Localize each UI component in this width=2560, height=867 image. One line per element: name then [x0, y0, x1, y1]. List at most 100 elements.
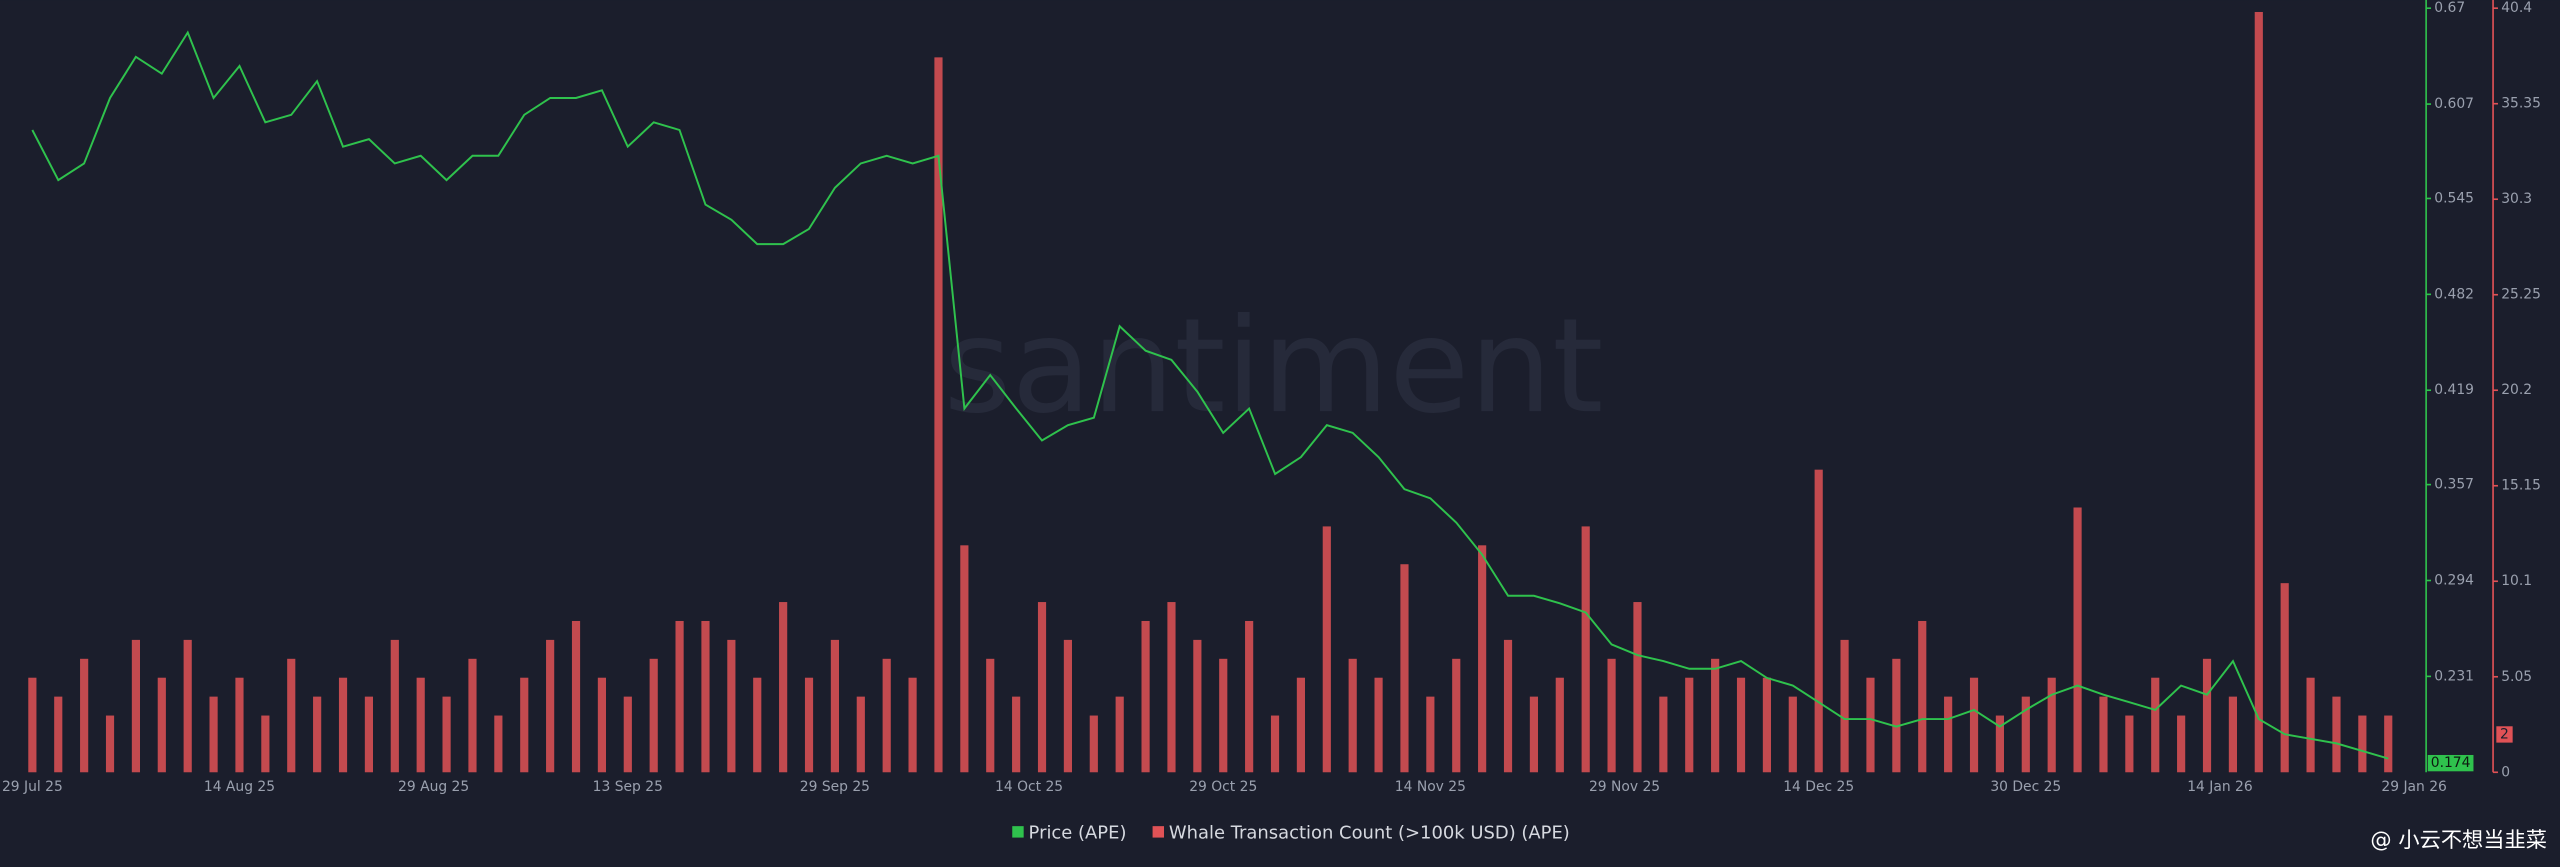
y-tick-label: 0.419	[2434, 382, 2474, 398]
whale-bar	[235, 677, 244, 773]
y-tick-label: 0.357	[2434, 477, 2474, 493]
whale-bar	[1037, 602, 1047, 773]
y-tick-label: 0.545	[2434, 190, 2474, 206]
whale-bar	[1607, 658, 1616, 773]
whale-bar	[54, 696, 63, 773]
whale-bar	[727, 639, 736, 773]
whale-bar	[1840, 639, 1849, 773]
whale-bar	[1892, 658, 1901, 773]
x-tick-label: 14 Jan 26	[2187, 779, 2252, 795]
y-tick-label: 0.607	[2434, 96, 2474, 112]
whale-bar	[468, 658, 477, 773]
whale-bar	[2306, 677, 2315, 773]
whale-bar	[1633, 602, 1642, 773]
whale-bar	[675, 620, 684, 773]
whale-bar	[261, 715, 270, 773]
y2-tick-label: 15.15	[2501, 478, 2541, 494]
whale-bar	[908, 677, 917, 773]
x-tick-label: 29 Aug 25	[398, 779, 469, 795]
x-tick-label: 29 Jul 25	[2, 779, 63, 795]
whale-bar	[753, 677, 762, 773]
whale-bar	[1581, 526, 1590, 773]
whale-bar	[1322, 526, 1331, 773]
whale-bar	[2228, 696, 2237, 773]
y2-tick-label: 20.2	[2501, 382, 2532, 398]
x-tick-label: 29 Oct 25	[1189, 779, 1257, 795]
whale-bar	[2177, 715, 2186, 773]
whale-bar	[1426, 696, 1435, 773]
legend-label: Whale Transaction Count (>100k USD) (APE…	[1169, 823, 1570, 844]
legend: Price (APE) Whale Transaction Count (>100…	[1012, 823, 1570, 844]
whale-bar	[1866, 677, 1875, 773]
whale-bar	[2021, 696, 2030, 773]
whale-bar	[1762, 677, 1771, 773]
whale-bar	[183, 639, 192, 773]
whale-bar	[882, 658, 891, 773]
whale-bar	[131, 639, 140, 773]
whale-bar	[494, 715, 503, 773]
x-tick-label: 13 Sep 25	[593, 779, 663, 795]
whale-bar	[1685, 677, 1694, 773]
whale-bar	[1115, 696, 1124, 773]
price-badge	[2427, 754, 2474, 772]
whale-bar	[287, 658, 296, 773]
whale-bar	[390, 639, 399, 773]
whale-bar	[1503, 639, 1513, 773]
credit: @ 小云不想当韭菜	[2370, 828, 2546, 853]
x-tick-label: 14 Dec 25	[1783, 779, 1854, 795]
whale-bar	[2358, 715, 2367, 773]
whale-bar	[986, 658, 995, 773]
whale-bar	[2151, 677, 2160, 773]
x-tick-label: 29 Sep 25	[800, 779, 870, 795]
whale-bar	[1348, 658, 1357, 773]
y2-tick-label: 25.25	[2501, 287, 2541, 303]
y-tick-label: 0.294	[2434, 572, 2474, 588]
whale-bar	[1918, 620, 1927, 773]
whale-bar	[571, 620, 581, 773]
whale-bar	[1969, 677, 1979, 773]
whale-bar	[364, 696, 373, 773]
whale-bar	[1814, 469, 1823, 773]
whale-bar	[1219, 658, 1228, 773]
legend-label: Price (APE)	[1029, 823, 1127, 844]
whale-bar	[1193, 639, 1202, 773]
whale-bar	[2202, 658, 2212, 773]
whale-bar	[338, 677, 348, 773]
whale-bar	[856, 696, 865, 773]
legend-swatch	[1012, 826, 1024, 838]
price-line	[31, 30, 2389, 760]
x-tick-label: 29 Jan 26	[2381, 779, 2446, 795]
whale-bar	[1711, 658, 1720, 773]
y2-tick-label: 30.3	[2501, 191, 2532, 207]
whale-bar	[2332, 696, 2341, 773]
whale-bar	[2384, 715, 2393, 773]
whale-bar	[597, 677, 606, 773]
whale-bar	[1374, 677, 1383, 773]
whale-bar	[1270, 715, 1280, 773]
y-tick-label: 0.231	[2434, 668, 2474, 684]
x-tick-label: 14 Oct 25	[995, 779, 1063, 795]
whale-bar	[649, 658, 658, 773]
whale-bar	[546, 639, 555, 773]
whale-bar	[1788, 696, 1797, 773]
whale-badge	[2496, 726, 2513, 743]
whale-bar	[2280, 583, 2289, 773]
whale-bar	[105, 715, 115, 773]
whale-bar	[804, 677, 814, 773]
y2-tick-label: 0	[2501, 764, 2510, 780]
y2-tick-label: 5.05	[2501, 669, 2532, 685]
whale-bar	[1478, 545, 1487, 773]
whale-bar	[1141, 620, 1150, 773]
whale-bar	[442, 696, 451, 773]
whale-bar	[1012, 696, 1021, 773]
whale-bar	[157, 677, 166, 773]
whale-bar	[80, 658, 89, 773]
x-tick-label: 29 Nov 25	[1589, 779, 1660, 795]
whale-bar	[1245, 620, 1254, 773]
whale-bar	[1400, 564, 1409, 773]
whale-bar	[2099, 696, 2108, 773]
whale-bar	[1659, 696, 1668, 773]
whale-bar	[934, 57, 943, 773]
y-tick-label: 0.482	[2434, 286, 2474, 302]
